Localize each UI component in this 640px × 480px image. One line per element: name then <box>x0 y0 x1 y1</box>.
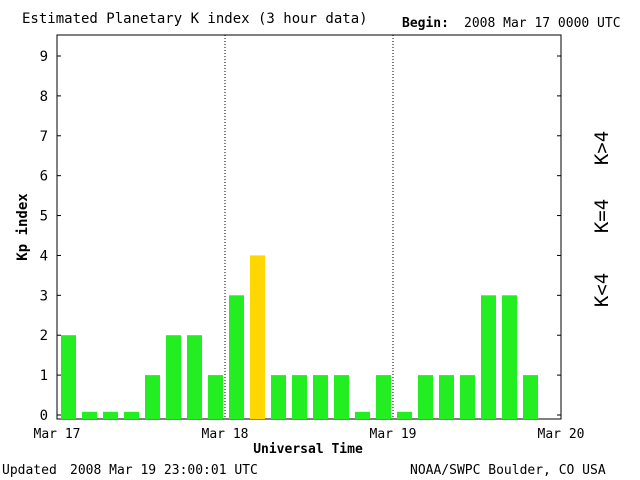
y-tick-label-8: 8 <box>40 89 48 105</box>
y-tick-label-1: 1 <box>40 368 48 384</box>
day-divider-lines <box>224 35 394 419</box>
x-tick-label-2: Mar 19 <box>370 427 417 442</box>
plot-frame <box>56 34 562 420</box>
bar-16 <box>397 411 412 419</box>
begin-label: Begin: <box>402 16 449 31</box>
updated-label: Updated <box>2 463 57 478</box>
y-tick-label-2: 2 <box>40 328 48 344</box>
bar-17 <box>418 375 433 419</box>
begin-value: 2008 Mar 17 0000 UTC <box>464 16 621 31</box>
y-tick-label-6: 6 <box>40 169 48 185</box>
y-tick-label-9: 9 <box>40 49 48 65</box>
bar-2 <box>103 411 118 419</box>
bar-10 <box>271 375 286 419</box>
source-credit: NOAA/SWPC Boulder, CO USA <box>410 463 606 478</box>
bar-18 <box>439 375 454 419</box>
bar-11 <box>292 375 307 419</box>
y-tick-label-4: 4 <box>40 248 48 264</box>
bar-15 <box>376 375 391 419</box>
bar-9 <box>250 255 265 419</box>
bar-22 <box>523 375 538 419</box>
y-axis-label: Kp index <box>15 193 31 261</box>
legend-above: K>4 <box>591 131 613 165</box>
bar-19 <box>460 375 475 419</box>
bar-6 <box>187 335 202 419</box>
legend-equal: K=4 <box>591 199 613 233</box>
legend-below: K<4 <box>591 273 613 307</box>
bars <box>61 255 538 419</box>
updated-value: 2008 Mar 19 23:00:01 UTC <box>70 463 258 478</box>
bar-8 <box>229 295 244 419</box>
bar-1 <box>82 411 97 419</box>
bar-0 <box>61 335 76 419</box>
chart-title: Estimated Planetary K index (3 hour data… <box>22 11 368 27</box>
bar-13 <box>334 375 349 419</box>
y-tick-label-5: 5 <box>40 209 48 225</box>
bar-7 <box>208 375 223 419</box>
y-axis: 0 1 2 3 4 5 6 7 8 9 <box>40 49 561 424</box>
bar-14 <box>355 411 370 419</box>
x-axis-label: Universal Time <box>253 442 363 457</box>
x-tick-label-3: Mar 20 <box>538 427 585 442</box>
bar-3 <box>124 411 139 419</box>
bar-20 <box>481 295 496 419</box>
y-tick-label-0: 0 <box>40 408 48 424</box>
bar-21 <box>502 295 517 419</box>
x-tick-label-1: Mar 18 <box>202 427 249 442</box>
x-tick-label-0: Mar 17 <box>34 427 81 442</box>
bar-12 <box>313 375 328 419</box>
x-axis: Mar 17 Mar 18 Mar 19 Mar 20 <box>34 427 585 442</box>
y-tick-label-7: 7 <box>40 129 48 145</box>
y-tick-label-3: 3 <box>40 288 48 304</box>
bar-4 <box>145 375 160 419</box>
bar-5 <box>166 335 181 419</box>
